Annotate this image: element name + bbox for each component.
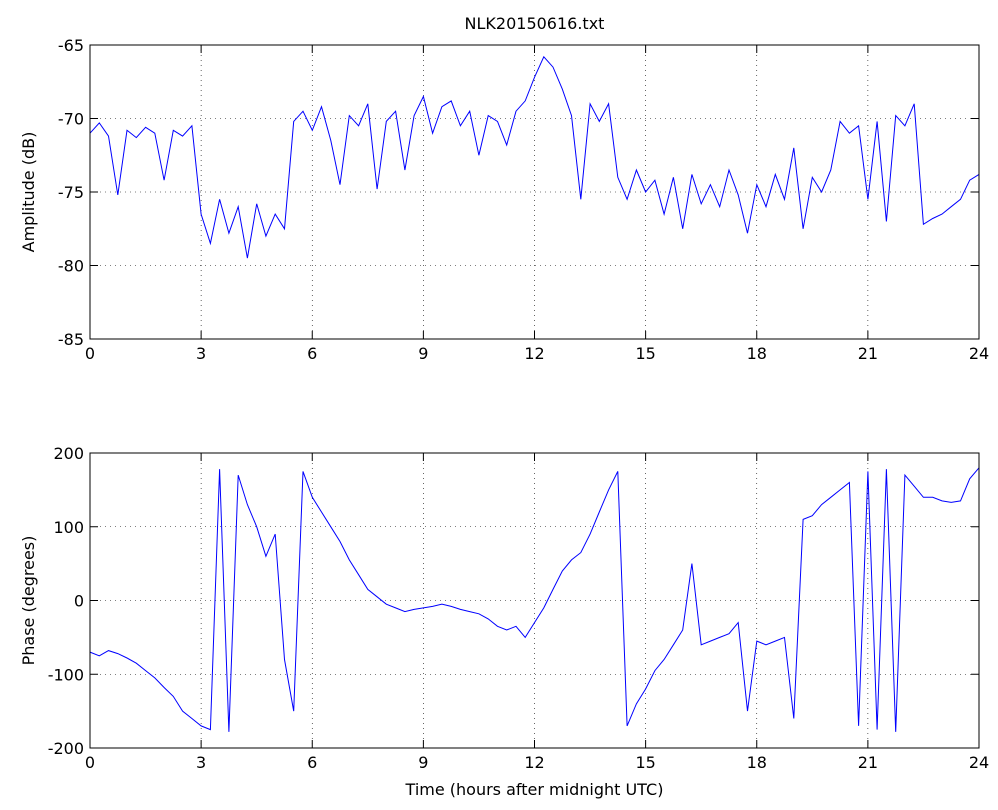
axes-box [89,44,980,340]
x-tick-label: 9 [418,753,428,772]
x-tick-label: 0 [85,753,95,772]
axes-box [89,452,980,749]
x-tick-label: 6 [307,753,317,772]
x-tick-label: 3 [196,344,206,363]
y-axis-label: Amplitude (dB) [19,132,38,253]
y-tick-label: -80 [58,257,84,276]
y-tick-label: -100 [48,665,84,684]
data-line [89,467,980,732]
x-tick-label: 21 [858,753,878,772]
x-axis-label: Time (hours after midnight UTC) [405,780,664,799]
x-tick-label: 0 [85,344,95,363]
x-tick-label: 6 [307,344,317,363]
x-tick-label: 21 [858,344,878,363]
y-tick-label: 100 [53,518,84,537]
y-tick-label: -85 [58,330,84,349]
x-tick-label: 9 [418,344,428,363]
y-tick-label: -70 [58,110,84,129]
y-tick-label: 0 [74,592,84,611]
x-tick-label: 24 [969,753,989,772]
x-tick-label: 15 [635,344,655,363]
y-tick-label: -75 [58,183,84,202]
x-tick-label: 24 [969,344,989,363]
x-tick-label: 12 [524,344,544,363]
y-tick-label: -200 [48,739,84,758]
x-tick-label: 12 [524,753,544,772]
y-tick-label: 200 [53,444,84,463]
data-line [89,55,980,259]
x-tick-label: 3 [196,753,206,772]
x-tick-label: 18 [747,344,767,363]
y-tick-label: -65 [58,36,84,55]
y-axis-label: Phase (degrees) [19,536,38,666]
x-tick-label: 15 [635,753,655,772]
chart-title: NLK20150616.txt [465,14,605,33]
x-tick-label: 18 [747,753,767,772]
